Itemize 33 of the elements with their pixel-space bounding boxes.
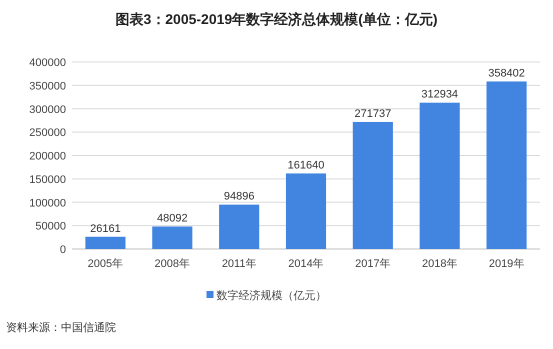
y-tick-label: 0 xyxy=(60,244,66,256)
x-tick-label: 2005年 xyxy=(88,258,124,270)
x-tick-label: 2011年 xyxy=(222,258,256,270)
data-label: 94896 xyxy=(224,190,254,203)
bar xyxy=(152,226,192,249)
bar xyxy=(420,102,460,249)
y-tick-label: 300000 xyxy=(29,104,66,116)
y-tick-label: 100000 xyxy=(29,197,66,210)
x-tick-label: 2018年 xyxy=(422,258,458,270)
x-tick-label: 2014年 xyxy=(288,258,324,270)
y-tick-label: 150000 xyxy=(29,174,66,186)
data-label: 271737 xyxy=(354,108,392,120)
legend-label: 数字经济规模（亿元） xyxy=(216,289,326,302)
data-label: 161640 xyxy=(288,159,324,172)
y-tick-label: 400000 xyxy=(29,57,66,69)
y-tick-label: 350000 xyxy=(29,80,66,92)
text: 资料来源：中国信通院 xyxy=(6,321,116,334)
bar xyxy=(286,173,326,249)
x-tick-label: 2019年 xyxy=(488,258,524,270)
bar xyxy=(85,236,126,249)
bar xyxy=(486,81,527,249)
y-tick-label: 250000 xyxy=(29,127,66,140)
data-label: 48092 xyxy=(156,212,188,225)
data-label: 312934 xyxy=(421,88,458,101)
x-tick-label: 2017年 xyxy=(355,258,391,270)
chart-title: 图表3：2005-2019年数字经济总体规模(单位：亿元) xyxy=(115,11,438,27)
x-tick-label: 2008年 xyxy=(154,258,190,270)
y-tick-label: 50000 xyxy=(35,220,66,233)
data-label: 358402 xyxy=(488,67,525,80)
data-label: 26161 xyxy=(90,222,121,235)
bar xyxy=(352,122,393,249)
y-tick-label: 200000 xyxy=(29,150,66,162)
bar xyxy=(219,204,260,249)
